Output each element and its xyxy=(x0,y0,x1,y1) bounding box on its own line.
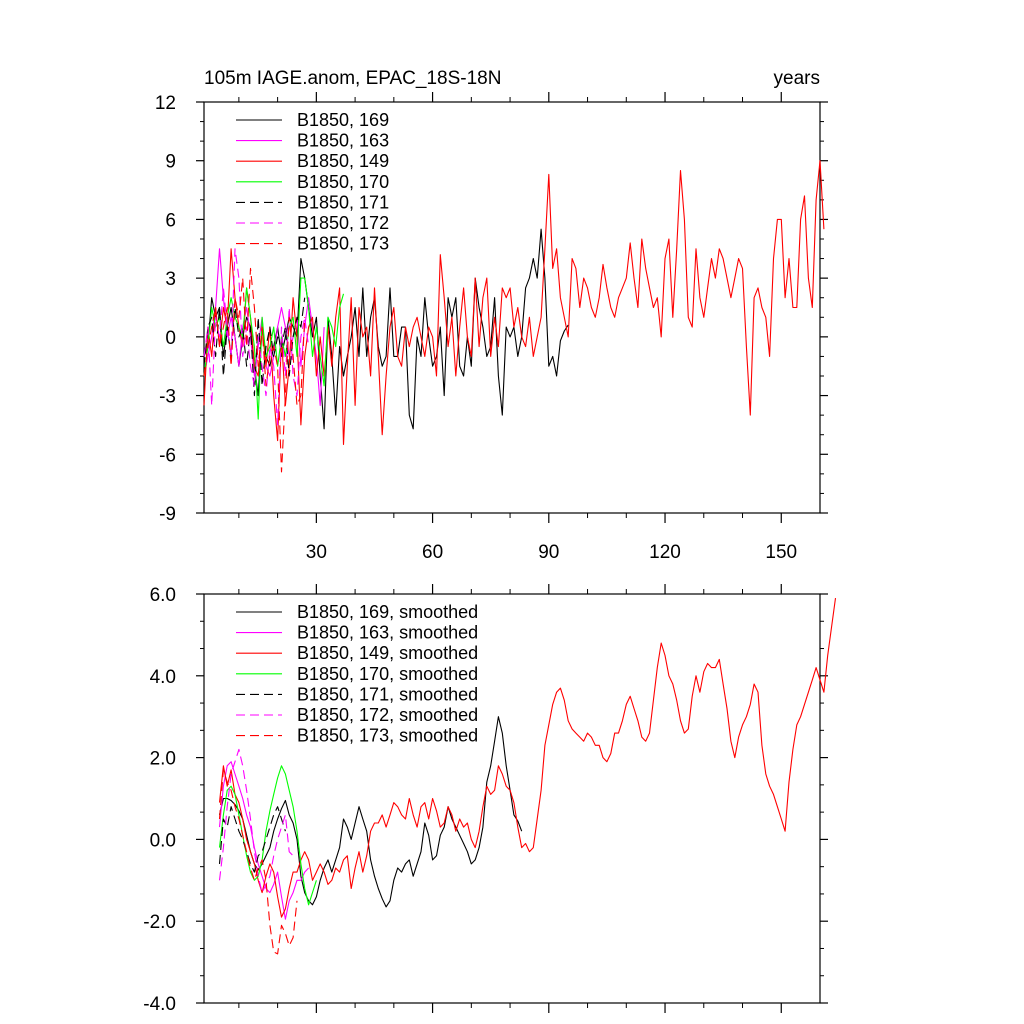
y-tick-label: 6 xyxy=(165,210,176,231)
y-tick-label: 0 xyxy=(165,328,176,349)
legend-label: B1850, 169, smoothed xyxy=(297,602,478,622)
series-line-5 xyxy=(218,806,286,873)
y-tick-label: 12 xyxy=(155,93,176,114)
y-tick-label: 9 xyxy=(165,152,176,173)
series-line-7 xyxy=(203,267,306,473)
legend-label: B1850, 170 xyxy=(297,172,389,192)
legend-label: B1850, 171, smoothed xyxy=(297,684,478,704)
legend-label: B1850, 172 xyxy=(297,213,389,233)
series-line-4 xyxy=(203,277,345,420)
series-line-2 xyxy=(218,761,309,920)
x-tick-label: 120 xyxy=(649,542,681,563)
legend-label: B1850, 172, smoothed xyxy=(297,705,478,725)
legend-label: B1850, 169 xyxy=(297,110,389,130)
legend-label: B1850, 171 xyxy=(297,192,389,212)
legend-label: B1850, 173, smoothed xyxy=(297,726,478,746)
y-tick-label: 3 xyxy=(165,269,176,290)
legend-label: B1850, 149, smoothed xyxy=(297,643,478,663)
legend-label: B1850, 149 xyxy=(297,151,389,171)
y-tick-label: 2.0 xyxy=(150,749,176,770)
y-tick-label: -2.0 xyxy=(143,912,176,933)
y-tick-label: 4.0 xyxy=(150,667,176,688)
y-tick-label: -9 xyxy=(159,504,176,525)
chart-title: 105m IAGE.anom, EPAC_18S-18N xyxy=(204,68,501,89)
series-line-4 xyxy=(218,765,317,906)
series-line-5 xyxy=(203,297,306,397)
x-tick-label: 30 xyxy=(306,542,327,563)
legend-label: B1850, 163, smoothed xyxy=(297,623,478,643)
y-tick-label: -6 xyxy=(159,445,176,466)
series-line-1 xyxy=(218,716,523,908)
legend-label: B1850, 163 xyxy=(297,131,389,151)
plot-frame xyxy=(203,593,821,1004)
chart-right-title: years xyxy=(774,68,820,89)
legend-label: B1850, 173 xyxy=(297,234,389,254)
chart-panel-2: -4.0 -2.0 0.0 2.0 4.0 6.0 B1850, 169, smoothed… xyxy=(143,584,837,1015)
x-tick-label: 90 xyxy=(538,542,559,563)
legend-label: B1850, 170, smoothed xyxy=(297,664,478,684)
series-line-3 xyxy=(218,598,837,918)
series-line-7 xyxy=(218,769,298,955)
plot-frame xyxy=(203,101,821,514)
y-tick-label: -4.0 xyxy=(143,994,176,1015)
y-tick-label: 0.0 xyxy=(150,830,176,851)
series-line-6 xyxy=(218,748,294,894)
y-tick-label: -3 xyxy=(159,387,176,408)
x-tick-label: 60 xyxy=(422,542,443,563)
y-tick-label: 6.0 xyxy=(150,585,176,606)
x-tick-label: 150 xyxy=(765,542,797,563)
